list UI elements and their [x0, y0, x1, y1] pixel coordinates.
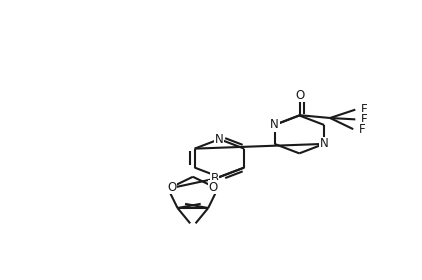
- Text: O: O: [209, 181, 218, 194]
- Text: F: F: [359, 123, 366, 136]
- Text: B: B: [211, 172, 219, 185]
- Text: F: F: [361, 113, 368, 126]
- Text: N: N: [320, 137, 328, 150]
- Text: O: O: [295, 89, 304, 102]
- Text: F: F: [361, 103, 368, 116]
- Text: O: O: [168, 181, 177, 194]
- Text: N: N: [215, 133, 224, 146]
- Text: N: N: [270, 118, 279, 131]
